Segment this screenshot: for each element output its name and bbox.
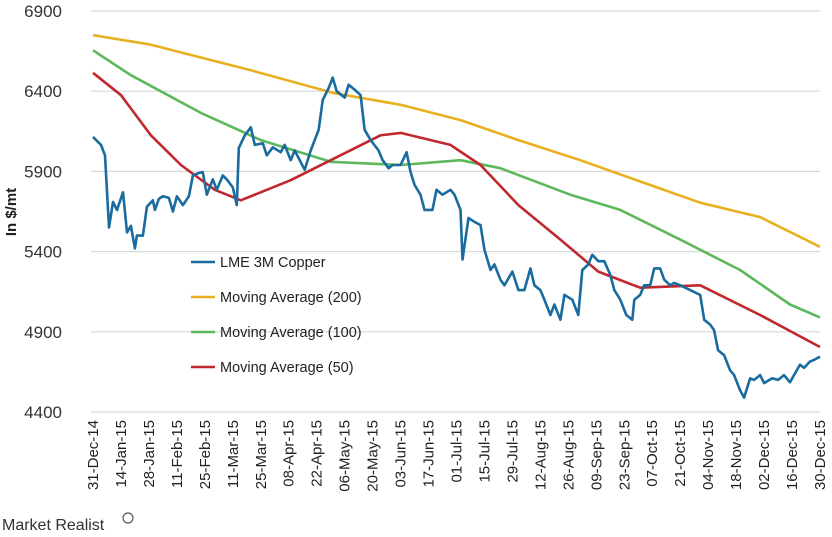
gridlines [91,10,820,413]
x-tick-label: 07-Oct-15 [644,420,661,487]
y-axis-label: In $/mt [3,188,20,236]
x-tick-label: 29-Jul-15 [504,420,521,483]
x-tick-label: 14-Jan-15 [113,420,130,488]
y-tick-label: 5400 [24,243,62,262]
x-tick-label: 28-Jan-15 [141,420,158,488]
x-tick-label: 17-Jun-15 [421,420,438,488]
x-tick-label: 26-Aug-15 [560,420,577,490]
x-tick-label: 09-Sep-15 [588,420,605,490]
x-tick-label: 06-May-15 [337,420,354,492]
y-tick-label: 5900 [24,162,62,181]
y-tick-label: 6900 [24,2,62,21]
series-line-moving-average-50 [92,71,821,349]
x-tick-label: 20-May-15 [365,420,382,492]
x-tick-label: 11-Feb-15 [169,420,186,488]
legend: LME 3M Copper Moving Average (200) Moving … [191,255,362,376]
series-lines [92,33,821,399]
y-tick-label: 4900 [24,323,62,342]
y-tick-label: 4400 [24,403,62,422]
x-tick-label: 25-Feb-15 [197,420,214,489]
x-tick-label: 21-Oct-15 [672,420,689,487]
x-tick-label: 11-Mar-15 [225,420,242,488]
logo-text: Market Realist [2,517,105,534]
series-line-lme-3m-copper [92,76,821,399]
x-tick-label: 30-Dec-15 [812,420,829,490]
x-tick-label: 25-Mar-15 [253,420,270,489]
x-tick-label: 02-Dec-15 [756,420,773,490]
x-tick-label: 16-Dec-15 [784,420,801,490]
x-tick-label: 31-Dec-14 [85,420,102,490]
legend-label: Moving Average (100) [220,325,362,341]
x-tick-label: 22-Apr-15 [309,420,326,487]
x-tick-label: 03-Jun-15 [393,420,410,488]
legend-label: LME 3M Copper [220,255,326,271]
legend-label: Moving Average (200) [220,290,362,306]
x-tick-label: 04-Nov-15 [700,420,717,490]
x-tick-label: 23-Sep-15 [616,420,633,490]
x-tick-label: 18-Nov-15 [728,420,745,490]
y-tick-label: 6400 [24,82,62,101]
series-line-moving-average-200 [92,33,821,248]
series-line-moving-average-100 [92,49,821,319]
x-tick-label: 12-Aug-15 [532,420,549,490]
x-tick-label: 15-Jul-15 [476,420,493,483]
y-axis-ticks: 4400 4900 5400 5900 6400 6900 [24,2,62,422]
x-tick-label: 08-Apr-15 [281,420,298,487]
x-tick-label: 01-Jul-15 [449,420,466,483]
logo-mark-icon [122,512,134,524]
legend-label: Moving Average (50) [220,360,354,376]
market-realist-logo: Market Realist [2,512,134,534]
x-axis-ticks: 31-Dec-14 14-Jan-15 28-Jan-15 11-Feb-15 25-F… [85,420,829,492]
